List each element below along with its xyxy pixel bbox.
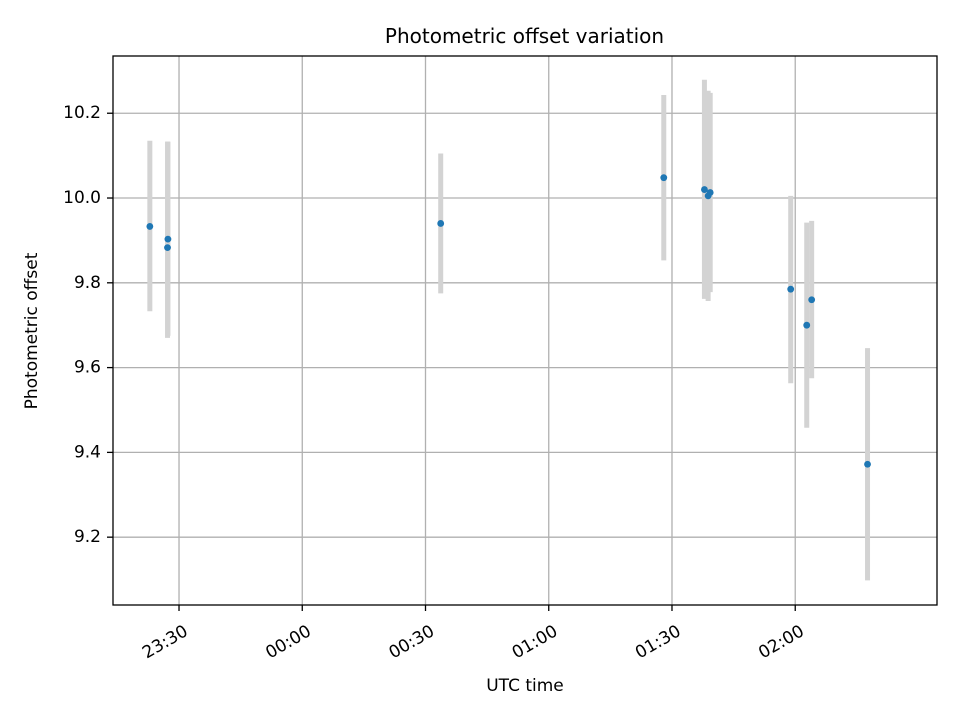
data-point [803,321,811,329]
chart-title: Photometric offset variation [385,24,664,48]
data-point [808,296,816,304]
y-tick-label: 10.2 [63,103,101,123]
data-point [787,285,795,293]
data-point [164,244,171,252]
x-axis-label: UTC time [486,676,564,696]
data-point [660,174,668,182]
data-point [706,189,714,196]
data-point [146,223,154,230]
y-tick-label: 10.0 [63,188,101,208]
y-axis-ticks: 9.2 9.4 9.6 9.8 10.0 10.2 [63,103,113,547]
grid-lines [113,56,937,605]
y-tick-label: 9.4 [74,442,101,462]
data-point [164,235,172,243]
data-point [864,460,871,468]
y-axis-label: Photometric offset [22,252,42,409]
y-tick-label: 9.2 [74,527,101,547]
data-point [701,186,708,193]
y-tick-label: 9.8 [74,273,101,293]
y-tick-label: 9.6 [74,358,101,378]
data-points [146,174,871,468]
data-point [437,220,445,227]
plot-frame [112,55,938,606]
